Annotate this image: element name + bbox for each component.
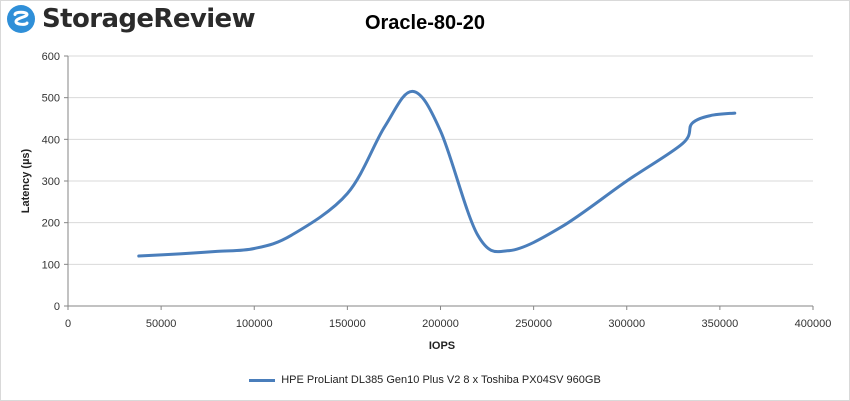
y-tick-label: 100 (42, 259, 60, 271)
y-tick-label: 400 (42, 134, 60, 146)
x-tick-label: 250000 (515, 318, 552, 330)
y-tick-label: 200 (42, 218, 60, 230)
y-tick-label: 500 (42, 93, 60, 105)
legend-label: HPE ProLiant DL385 Gen10 Plus V2 8 x Tos… (281, 374, 601, 386)
y-axis-label: Latency (µs) (20, 148, 32, 213)
chart-title: Oracle-80-20 (364, 12, 486, 34)
y-tick-labels: 0 100 200 300 400 500 600 (42, 51, 60, 313)
x-tick-labels: 0 50000 100000 150000 200000 250000 300000 3500… (65, 318, 831, 330)
storagereview-logo-icon (7, 5, 35, 33)
x-tick-label: 150000 (329, 318, 366, 330)
storagereview-logo: StorageReview (6, 4, 256, 34)
y-tick-label: 600 (42, 51, 60, 63)
x-axis-label: IOPS (429, 340, 455, 352)
series-line (137, 89, 737, 258)
x-tick-label: 100000 (236, 318, 273, 330)
legend: HPE ProLiant DL385 Gen10 Plus V2 8 x Tos… (0, 374, 850, 386)
x-tick-label: 400000 (795, 318, 832, 330)
gridlines (68, 55, 813, 265)
x-tick-label: 50000 (146, 318, 177, 330)
x-tick-label: 200000 (422, 318, 459, 330)
y-tick-label: 0 (54, 301, 60, 313)
x-tick-label: 350000 (702, 318, 739, 330)
y-tick-label: 300 (42, 176, 60, 188)
brand-name: StorageReview (42, 4, 256, 34)
x-tick-label: 0 (65, 318, 71, 330)
legend-swatch (249, 378, 276, 382)
x-tick-label: 300000 (608, 318, 645, 330)
axes (64, 55, 814, 310)
series-layer (137, 89, 737, 258)
